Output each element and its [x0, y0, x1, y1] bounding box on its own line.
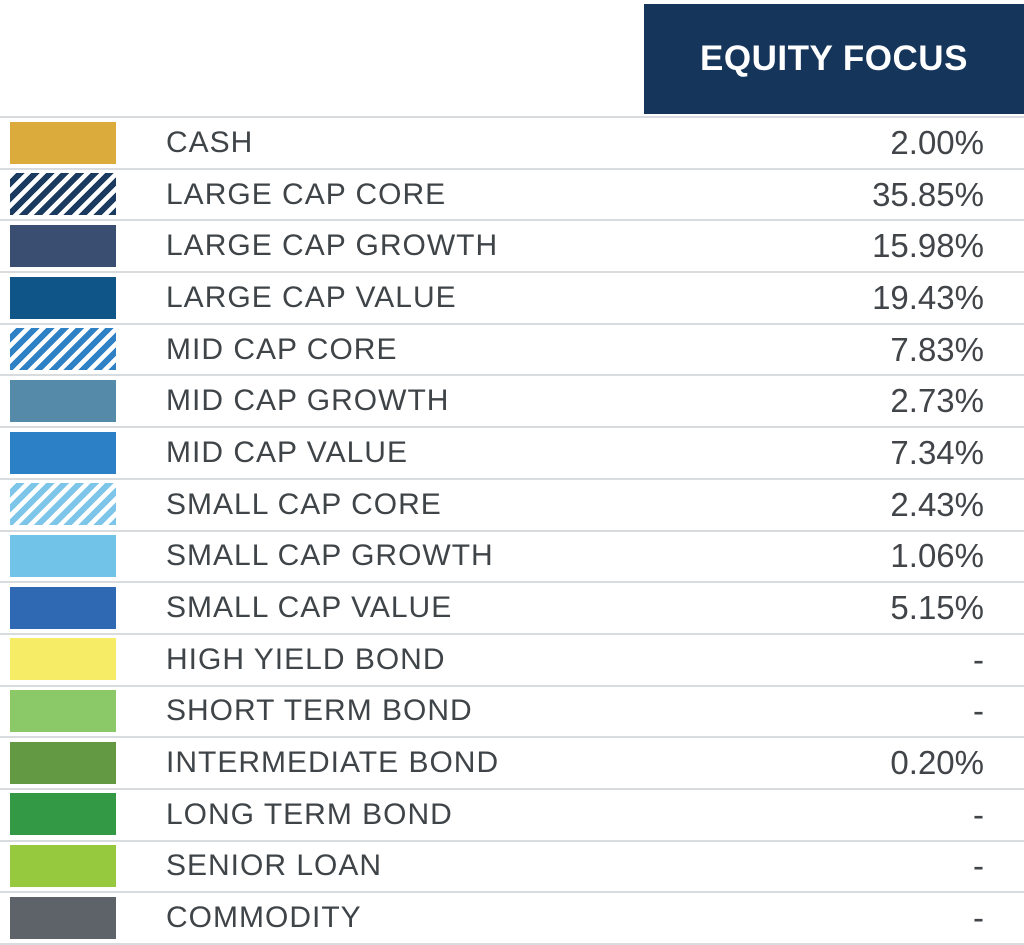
- allocation-table-body: CASH 2.00% LARGE CAP CORE 35.85% LARGE C…: [0, 116, 1024, 945]
- asset-class-label: MID CAP VALUE: [166, 435, 408, 469]
- asset-class-label: HIGH YIELD BOND: [166, 642, 446, 676]
- allocation-value: 7.34%: [890, 433, 984, 471]
- table-row: MID CAP CORE 7.83%: [0, 325, 1024, 377]
- asset-class-label: SENIOR LOAN: [166, 849, 383, 883]
- asset-color-swatch: [10, 173, 116, 216]
- table-row: COMMODITY -: [0, 893, 1024, 945]
- table-row: HIGH YIELD BOND -: [0, 635, 1024, 687]
- asset-color-swatch: [10, 276, 116, 319]
- asset-class-label: LARGE CAP GROWTH: [166, 229, 499, 263]
- allocation-value: 1.06%: [890, 537, 984, 575]
- allocation-value: -: [973, 640, 984, 678]
- asset-color-swatch: [10, 121, 116, 164]
- allocation-value: 0.20%: [890, 744, 984, 782]
- asset-class-label: MID CAP GROWTH: [166, 384, 450, 418]
- asset-color-swatch: [10, 690, 116, 733]
- allocation-value: -: [973, 795, 984, 833]
- allocation-value: 5.15%: [890, 589, 984, 627]
- asset-color-swatch: [10, 379, 116, 422]
- allocation-value: 2.43%: [890, 485, 984, 523]
- table-row: SMALL CAP CORE 2.43%: [0, 480, 1024, 532]
- asset-class-label: INTERMEDIATE BOND: [166, 746, 500, 780]
- asset-color-swatch: [10, 586, 116, 629]
- asset-class-label: SMALL CAP GROWTH: [166, 539, 494, 573]
- table-row: SMALL CAP VALUE 5.15%: [0, 583, 1024, 635]
- asset-class-label: CASH: [166, 125, 254, 159]
- asset-color-swatch: [10, 431, 116, 474]
- table-row: LARGE CAP GROWTH 15.98%: [0, 221, 1024, 274]
- asset-color-swatch: [10, 224, 116, 267]
- asset-class-label: SMALL CAP CORE: [166, 487, 442, 521]
- allocation-value: -: [973, 692, 984, 730]
- table-row: CASH 2.00%: [0, 118, 1024, 170]
- asset-class-label: SMALL CAP VALUE: [166, 591, 453, 625]
- asset-class-label: MID CAP CORE: [166, 332, 398, 366]
- asset-color-swatch: [10, 483, 116, 526]
- table-row: MID CAP VALUE 7.34%: [0, 428, 1024, 480]
- asset-class-label: LARGE CAP CORE: [166, 177, 447, 211]
- table-row: SENIOR LOAN -: [0, 842, 1024, 894]
- equity-focus-header: EQUITY FOCUS: [644, 4, 1024, 114]
- allocation-value: -: [973, 899, 984, 937]
- table-row: LONG TERM BOND -: [0, 790, 1024, 842]
- asset-color-swatch: [10, 896, 116, 939]
- table-row: MID CAP GROWTH 2.73%: [0, 376, 1024, 429]
- asset-class-label: COMMODITY: [166, 901, 362, 935]
- allocation-value: -: [973, 847, 984, 885]
- allocation-value: 2.73%: [890, 382, 984, 420]
- equity-focus-header-label: EQUITY FOCUS: [700, 39, 968, 78]
- table-row: LARGE CAP VALUE 19.43%: [0, 273, 1024, 325]
- allocation-value: 7.83%: [890, 330, 984, 368]
- asset-class-label: LONG TERM BOND: [166, 797, 453, 831]
- asset-color-swatch: [10, 741, 116, 784]
- table-row: LARGE CAP CORE 35.85%: [0, 170, 1024, 222]
- asset-color-swatch: [10, 535, 116, 577]
- allocation-value: 2.00%: [890, 123, 984, 161]
- asset-color-swatch: [10, 845, 116, 888]
- asset-color-swatch: [10, 638, 116, 681]
- asset-class-label: LARGE CAP VALUE: [166, 280, 457, 314]
- asset-color-swatch: [10, 793, 116, 836]
- allocation-value: 19.43%: [872, 278, 984, 316]
- asset-class-label: SHORT TERM BOND: [166, 694, 473, 728]
- allocation-value: 35.85%: [872, 175, 984, 213]
- table-row: SMALL CAP GROWTH 1.06%: [0, 532, 1024, 584]
- allocation-value: 15.98%: [872, 227, 984, 265]
- asset-color-swatch: [10, 328, 116, 371]
- table-row: INTERMEDIATE BOND 0.20%: [0, 738, 1024, 790]
- table-row: SHORT TERM BOND -: [0, 687, 1024, 739]
